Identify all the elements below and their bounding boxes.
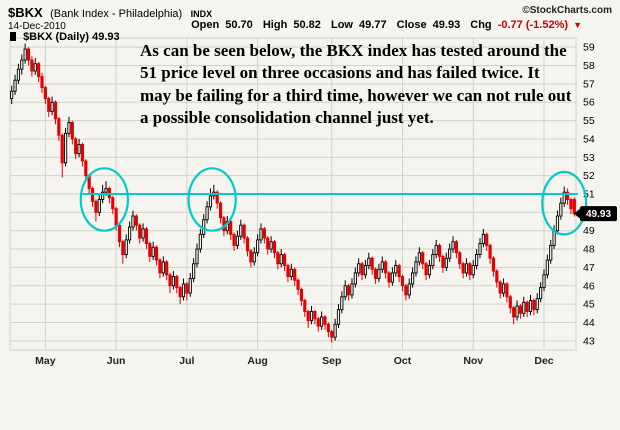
quote-bar: 14-Dec-2010 Open 50.70 High 50.82 Low 49… [8,19,612,32]
svg-text:57: 57 [583,78,595,90]
svg-text:51: 51 [583,189,595,201]
change-down-icon: ▼ [573,20,582,30]
svg-text:49: 49 [583,225,595,237]
svg-text:Dec: Dec [534,355,553,367]
symbol-name: (Bank Index - Philadelphia) [50,8,183,20]
svg-text:58: 58 [583,60,595,72]
svg-text:44: 44 [583,317,595,329]
svg-text:52: 52 [583,170,595,182]
svg-text:May: May [35,355,56,367]
svg-text:Nov: Nov [463,355,483,367]
high-label: High [262,19,288,31]
svg-text:54: 54 [583,133,595,145]
high-value: 50.82 [293,19,321,31]
candlestick-icon [10,32,16,41]
open-label: Open [191,19,220,31]
candlestick-chart: 5958575655545352515049484746454443MayJun… [9,37,617,367]
svg-text:55: 55 [583,115,595,127]
svg-text:Aug: Aug [247,355,267,367]
svg-text:49.93: 49.93 [586,209,611,220]
svg-text:53: 53 [583,152,595,164]
last-price-tag: 49.93 [574,206,617,222]
svg-text:Jul: Jul [179,355,194,367]
annotation-text: As can be seen below, the BKX index has … [140,41,572,128]
svg-text:43: 43 [583,335,595,347]
y-axis-labels: 5958575655545352515049484746454443 [583,42,595,348]
price-test-ellipse [541,170,588,236]
chart-legend: $BKX (Daily) 49.93 [10,31,120,43]
svg-text:Sep: Sep [322,355,341,367]
candlestick-series [10,43,576,343]
chg-value: -0.77 (-1.52%) [497,19,569,31]
quote-summary: Open 50.70 High 50.82 Low 49.77 Close 49… [184,19,582,31]
open-value: 50.70 [225,19,253,31]
symbol-ticker: $BKX [8,5,43,20]
low-value: 49.77 [359,19,387,31]
svg-text:Jun: Jun [107,355,126,367]
chg-label: Chg [470,19,492,31]
low-label: Low [330,19,353,31]
svg-text:45: 45 [583,299,595,311]
chart-legend-label: $BKX (Daily) 49.93 [23,31,120,43]
svg-text:56: 56 [583,97,595,109]
close-label: Close [396,19,427,31]
svg-text:Oct: Oct [394,355,412,367]
svg-text:59: 59 [583,42,595,54]
price-test-ellipse [79,167,130,232]
x-axis-labels: May Jun Jul Aug Sep Oct Nov Dec [35,355,554,367]
chart-header: $BKX (Bank Index - Philadelphia) INDX ©S… [8,4,612,20]
price-test-ellipse [187,167,237,232]
quote-date: 14-Dec-2010 [8,21,66,32]
stockcharts-copyright: ©StockCharts.com [522,5,612,16]
svg-text:47: 47 [583,262,595,274]
svg-text:46: 46 [583,280,595,292]
svg-text:48: 48 [583,244,595,256]
close-value: 49.93 [432,19,461,31]
symbol-exchange: INDX [190,9,213,19]
